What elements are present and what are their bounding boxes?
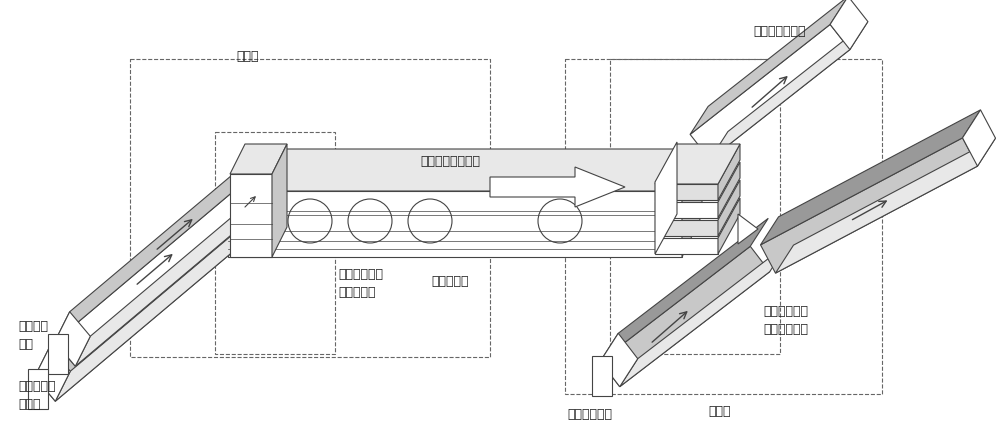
Polygon shape (655, 203, 718, 218)
Polygon shape (761, 138, 977, 273)
Text: 接收端: 接收端 (709, 404, 731, 417)
Polygon shape (718, 199, 740, 255)
Polygon shape (228, 191, 682, 258)
Polygon shape (592, 356, 612, 396)
Polygon shape (55, 152, 260, 342)
Polygon shape (655, 221, 718, 237)
Text: 磁性斯格明子
信号读取装置: 磁性斯格明子 信号读取装置 (763, 304, 808, 335)
Text: 磁性斯格明子
信号生成器: 磁性斯格明子 信号生成器 (338, 267, 383, 298)
Polygon shape (655, 143, 677, 255)
Polygon shape (718, 181, 740, 237)
Polygon shape (600, 334, 638, 387)
Polygon shape (230, 175, 272, 258)
Polygon shape (228, 150, 248, 258)
Polygon shape (55, 312, 90, 366)
Polygon shape (830, 0, 868, 50)
Polygon shape (490, 168, 625, 208)
Polygon shape (710, 22, 868, 160)
Text: 接收到的电信号: 接收到的电信号 (754, 25, 806, 38)
Polygon shape (718, 144, 740, 200)
Polygon shape (272, 144, 287, 258)
Polygon shape (230, 144, 287, 175)
Polygon shape (655, 184, 718, 200)
Polygon shape (655, 239, 718, 255)
Bar (215, 133, 335, 354)
Polygon shape (682, 150, 702, 258)
Text: 磁性斯格明子序列: 磁性斯格明子序列 (420, 155, 480, 168)
Text: 需要发送的
电信号: 需要发送的 电信号 (18, 379, 56, 410)
Polygon shape (738, 215, 758, 244)
Polygon shape (655, 144, 740, 184)
Polygon shape (48, 334, 68, 374)
Polygon shape (690, 0, 848, 135)
Polygon shape (28, 369, 48, 409)
Polygon shape (775, 139, 995, 273)
Text: 磁纳米轨道: 磁纳米轨道 (431, 274, 469, 287)
Polygon shape (55, 182, 265, 366)
Polygon shape (600, 247, 770, 387)
Bar (130, 60, 490, 357)
Text: 驱动电流
脉冲: 驱动电流 脉冲 (18, 319, 48, 350)
Polygon shape (35, 217, 245, 401)
Polygon shape (35, 187, 240, 377)
Text: 发送端: 发送端 (237, 50, 259, 63)
Polygon shape (963, 111, 995, 167)
Polygon shape (35, 347, 70, 401)
Polygon shape (75, 177, 280, 366)
Polygon shape (690, 25, 850, 160)
Polygon shape (600, 219, 768, 362)
Polygon shape (761, 111, 981, 245)
Polygon shape (620, 244, 788, 387)
Polygon shape (228, 150, 702, 191)
Bar (565, 60, 882, 394)
Polygon shape (55, 212, 260, 401)
Polygon shape (718, 163, 740, 218)
Bar (610, 60, 780, 354)
Text: 读取电流脉冲: 读取电流脉冲 (568, 407, 612, 420)
